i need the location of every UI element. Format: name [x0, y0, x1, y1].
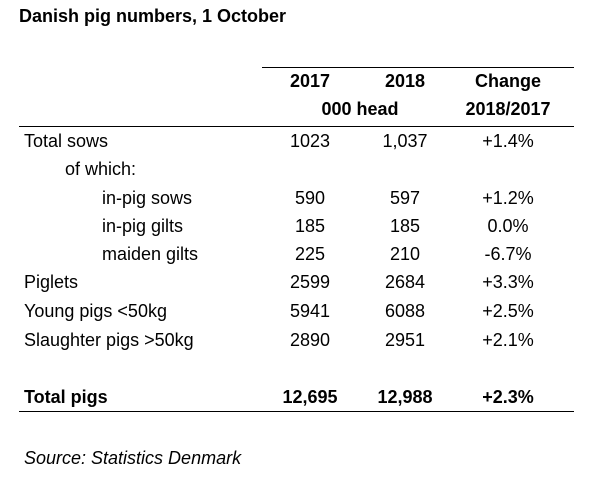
row-change: +2.5%: [482, 301, 534, 321]
row-change: +1.2%: [482, 188, 534, 208]
header-units: 000 head: [321, 99, 399, 119]
row-2018: 597: [389, 188, 421, 208]
header-bottom-rule: [19, 126, 574, 127]
row-label: maiden gilts: [102, 244, 199, 264]
row-2017: 1023: [289, 131, 331, 151]
row-2018: 210: [389, 244, 421, 264]
row-2017: 2599: [289, 272, 331, 292]
row-2017: 2890: [289, 330, 331, 350]
total-2018: 12,988: [377, 387, 433, 407]
row-change: +2.1%: [482, 330, 534, 350]
row-change: +3.3%: [482, 272, 534, 292]
header-change: Change: [474, 71, 541, 91]
table-bottom-rule: [19, 411, 574, 412]
row-2017: 185: [294, 216, 326, 236]
header-2017: 2017: [289, 71, 331, 91]
row-label: Piglets: [24, 272, 79, 292]
row-change: 0.0%: [487, 216, 529, 236]
row-2017: 225: [294, 244, 326, 264]
row-2018: 2684: [384, 272, 426, 292]
row-label: in-pig sows: [102, 188, 193, 208]
page-title: Danish pig numbers, 1 October: [19, 6, 287, 26]
row-label: Young pigs <50kg: [24, 301, 167, 321]
header-change-period: 2018/2017: [465, 99, 551, 119]
row-2018: 185: [389, 216, 421, 236]
row-label: of which:: [65, 159, 137, 179]
row-2017: 590: [294, 188, 326, 208]
row-change: -6.7%: [484, 244, 532, 264]
row-2018: 6088: [384, 301, 426, 321]
total-2017: 12,695: [282, 387, 338, 407]
header-top-rule: [262, 67, 574, 68]
row-2017: 5941: [289, 301, 331, 321]
source-note: Source: Statistics Denmark: [24, 448, 242, 468]
total-label: Total pigs: [24, 387, 108, 407]
row-label: Slaughter pigs >50kg: [24, 330, 194, 350]
row-2018: 2951: [384, 330, 426, 350]
row-2018: 1,037: [382, 131, 428, 151]
row-label: in-pig gilts: [102, 216, 184, 236]
header-2018: 2018: [384, 71, 426, 91]
row-label: Total sows: [24, 131, 109, 151]
total-change: +2.3%: [482, 387, 534, 407]
row-change: +1.4%: [482, 131, 534, 151]
